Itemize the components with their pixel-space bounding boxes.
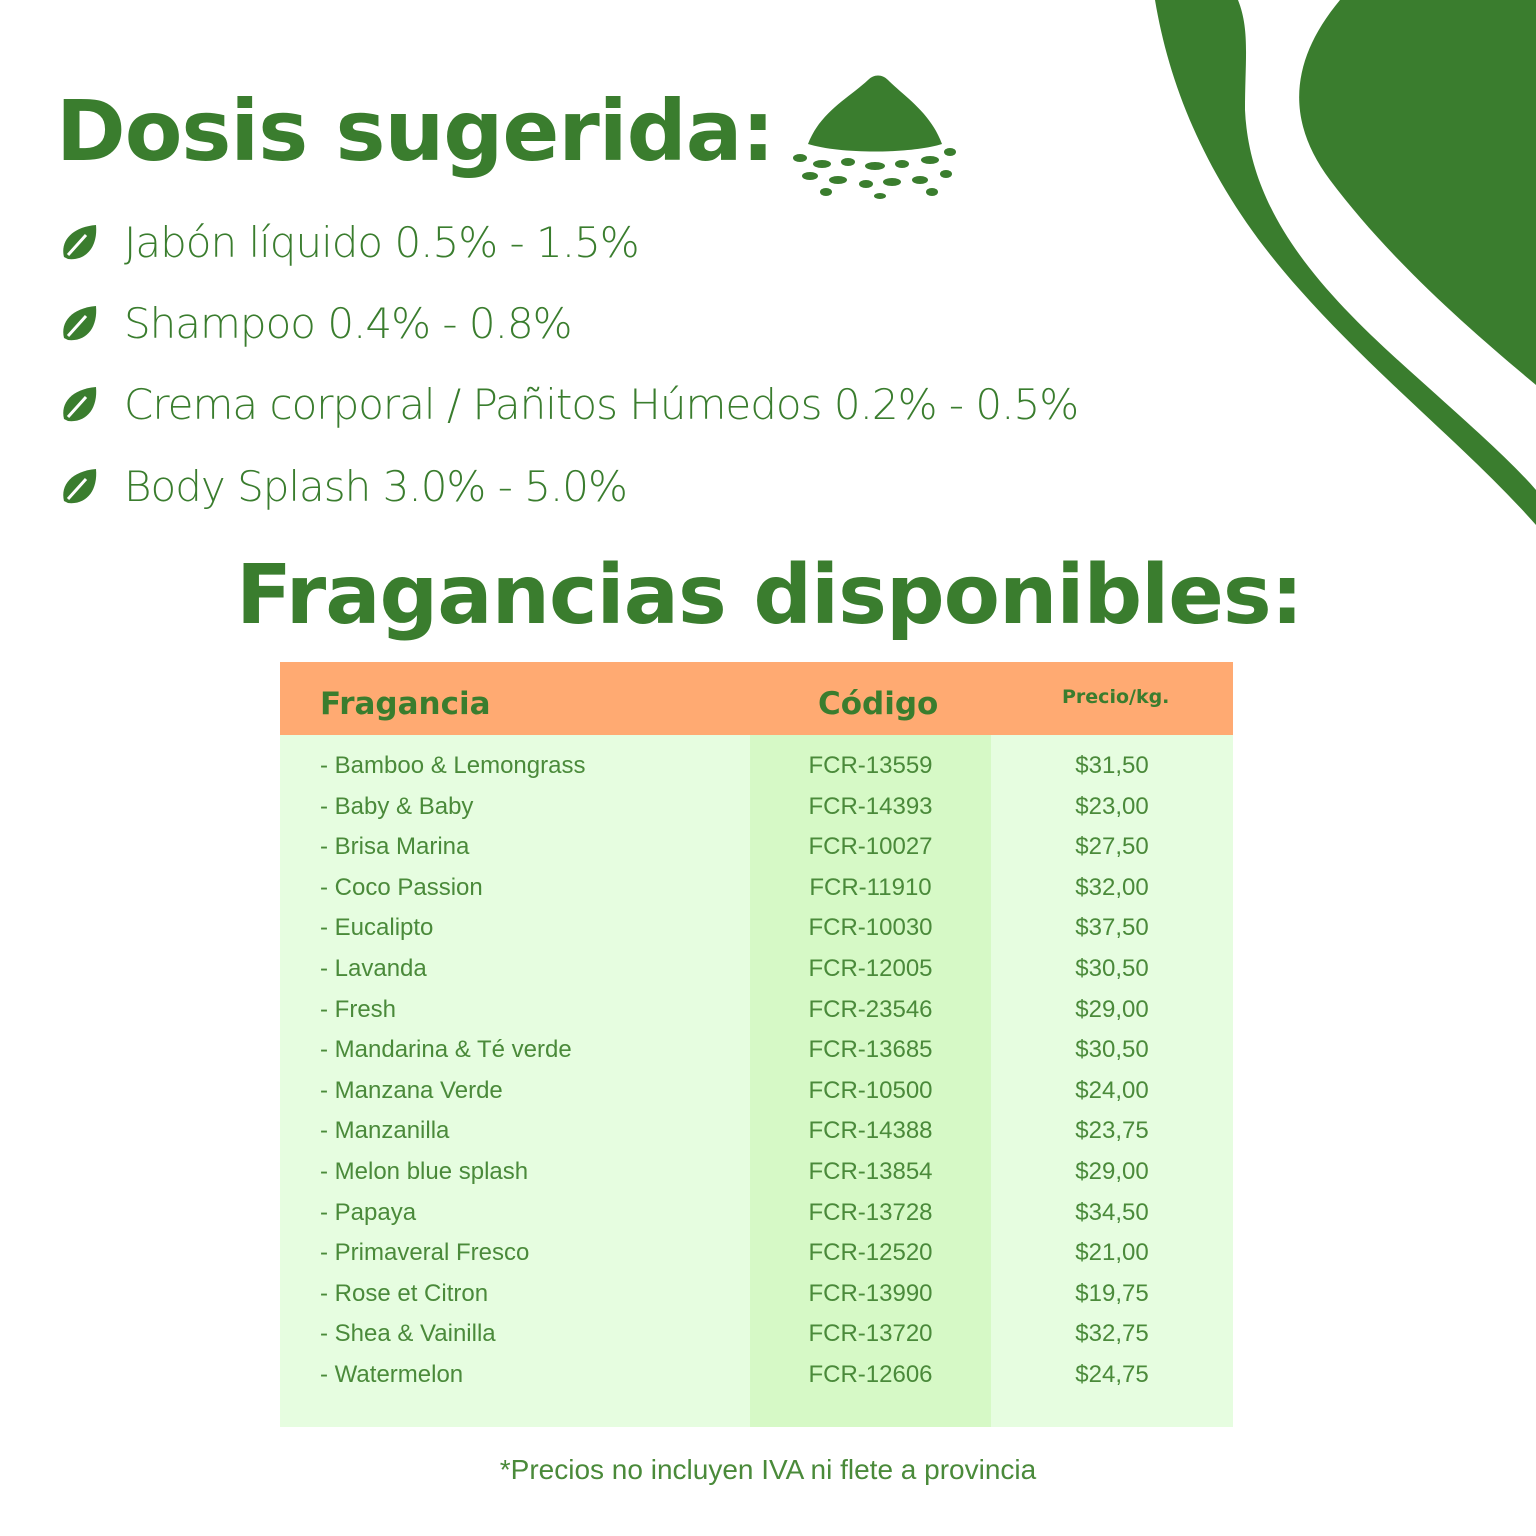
header-fragancia: Fragancia bbox=[320, 686, 491, 722]
fragrance-price: $29,00 bbox=[1075, 1157, 1149, 1185]
fragrance-price: $30,50 bbox=[1075, 954, 1149, 982]
dosage-title: Dosis sugerida: bbox=[56, 82, 775, 180]
fragrance-table: Fragancia Código Precio/kg. bbox=[280, 662, 1233, 1427]
fragrance-price: $23,00 bbox=[1075, 792, 1149, 820]
fragrance-code: FCR-13990 bbox=[808, 1279, 933, 1307]
fragrance-name: - Baby & Baby bbox=[320, 792, 474, 820]
table-row: - Lavanda FCR-12005 $30,50 bbox=[280, 951, 1233, 992]
fragrance-code: FCR-23546 bbox=[808, 995, 933, 1023]
leaf-icon bbox=[63, 386, 97, 421]
table-row: - Primaveral Fresco FCR-12520 $21,00 bbox=[280, 1235, 1233, 1276]
fragrance-name: - Primaveral Fresco bbox=[320, 1239, 530, 1267]
table-row: - Rose et Citron FCR-13990 $19,75 bbox=[280, 1276, 1233, 1317]
fragrance-name: - Lavanda bbox=[320, 954, 427, 982]
fragrance-code: FCR-12005 bbox=[808, 954, 933, 982]
fragrance-price: $21,00 bbox=[1075, 1239, 1149, 1267]
dosage-item: Jabón líquido 0.5% - 1.5% bbox=[60, 218, 640, 267]
table-row: - Manzana Verde FCR-10500 $24,00 bbox=[280, 1073, 1233, 1114]
header-precio: Precio/kg. bbox=[1062, 686, 1170, 708]
fragrances-title: Fragancias disponibles: bbox=[236, 548, 1304, 643]
fragrance-price: $23,75 bbox=[1075, 1117, 1149, 1145]
fragrance-price: $31,50 bbox=[1075, 752, 1149, 779]
fragrance-name: - Eucalipto bbox=[320, 914, 434, 942]
fragrance-name: - Mandarina & Té verde bbox=[320, 1036, 572, 1064]
leaf-icon bbox=[63, 468, 97, 503]
fragrance-code: FCR-10500 bbox=[808, 1076, 933, 1104]
table-row: - Brisa Marina FCR-10027 $27,50 bbox=[280, 829, 1233, 870]
table-row: - Melon blue splash FCR-13854 $29,00 bbox=[280, 1154, 1233, 1195]
fragrance-price: $24,00 bbox=[1075, 1076, 1149, 1104]
table-row: - Bamboo & Lemongrass FCR-13559 $31,50 bbox=[280, 748, 1233, 789]
table-header: Fragancia Código Precio/kg. bbox=[280, 662, 1233, 735]
fragrance-name: - Manzana Verde bbox=[320, 1076, 503, 1104]
fragrance-code: FCR-13854 bbox=[808, 1157, 933, 1185]
fragrance-code: FCR-13685 bbox=[808, 1036, 933, 1064]
fragrance-price: $24,75 bbox=[1075, 1360, 1149, 1388]
fragrance-price: $34,50 bbox=[1075, 1198, 1149, 1226]
table-row: - Coco Passion FCR-11910 $32,00 bbox=[280, 870, 1233, 911]
dosage-item-label: Body Splash 3.0% - 5.0% bbox=[124, 462, 628, 511]
fragrance-name: - Coco Passion bbox=[320, 873, 483, 901]
fragrance-code: FCR-14388 bbox=[808, 1117, 933, 1145]
table-row: - Mandarina & Té verde FCR-13685 $30,50 bbox=[280, 1032, 1233, 1073]
leaf-icon bbox=[63, 224, 97, 259]
fragrance-code: FCR-10027 bbox=[808, 833, 933, 861]
fragrance-code: FCR-11910 bbox=[809, 873, 932, 901]
fragrance-name: - Melon blue splash bbox=[320, 1157, 529, 1185]
fragrance-code: FCR-13559 bbox=[808, 752, 933, 779]
dosage-item: Shampoo 0.4% - 0.8% bbox=[60, 299, 573, 348]
fragrance-name: - Watermelon bbox=[320, 1360, 464, 1388]
fragrance-name: - Papaya bbox=[320, 1198, 417, 1226]
table-body: - Bamboo & Lemongrass FCR-13559 $31,50- Ba… bbox=[280, 748, 1233, 1398]
fragrance-name: - Brisa Marina bbox=[320, 833, 470, 861]
code-column-highlight bbox=[750, 735, 991, 1427]
price-note: *Precios no incluyen IVA ni flete a prov… bbox=[499, 1454, 1037, 1485]
fragrance-name: - Fresh bbox=[320, 995, 397, 1023]
fragrance-code: FCR-13720 bbox=[808, 1320, 933, 1348]
fragrance-price: $29,00 bbox=[1075, 995, 1149, 1023]
fragrance-name: - Rose et Citron bbox=[320, 1279, 489, 1307]
table-row: - Watermelon FCR-12606 $24,75 bbox=[280, 1357, 1233, 1398]
table-row: - Eucalipto FCR-10030 $37,50 bbox=[280, 910, 1233, 951]
table-row: - Shea & Vainilla FCR-13720 $32,75 bbox=[280, 1316, 1233, 1357]
dosage-item-label: Jabón líquido 0.5% - 1.5% bbox=[124, 218, 640, 267]
fragrance-price: $27,50 bbox=[1075, 833, 1149, 861]
fragrance-code: FCR-12606 bbox=[808, 1360, 933, 1388]
fragrance-code: FCR-13728 bbox=[808, 1198, 933, 1226]
fragrance-code: FCR-12520 bbox=[808, 1239, 933, 1267]
dosage-item: Body Splash 3.0% - 5.0% bbox=[60, 462, 628, 511]
leaf-icon bbox=[63, 305, 97, 340]
fragrance-name: - Shea & Vainilla bbox=[320, 1320, 496, 1348]
powder-pile-icon bbox=[793, 75, 956, 199]
dosage-item-label: Shampoo 0.4% - 0.8% bbox=[124, 299, 573, 348]
fragrance-price: $30,50 bbox=[1075, 1036, 1149, 1064]
fragrance-price: $19,75 bbox=[1075, 1279, 1149, 1307]
table-row: - Manzanilla FCR-14388 $23,75 bbox=[280, 1113, 1233, 1154]
header-codigo: Código bbox=[818, 686, 939, 722]
fragrance-price: $32,00 bbox=[1075, 873, 1149, 901]
fragrance-code: FCR-14393 bbox=[808, 792, 933, 820]
fragrance-price: $37,50 bbox=[1075, 914, 1149, 942]
table-row: - Papaya FCR-13728 $34,50 bbox=[280, 1195, 1233, 1236]
table-row: - Fresh FCR-23546 $29,00 bbox=[280, 992, 1233, 1033]
dosage-item: Crema corporal / Pañitos Húmedos 0.2% - … bbox=[60, 380, 1079, 429]
dosage-item-label: Crema corporal / Pañitos Húmedos 0.2% - … bbox=[124, 380, 1079, 429]
fragrance-price: $32,75 bbox=[1075, 1320, 1149, 1348]
fragrance-name: - Bamboo & Lemongrass bbox=[320, 752, 586, 779]
fragrance-code: FCR-10030 bbox=[808, 914, 933, 942]
fragrance-name: - Manzanilla bbox=[320, 1117, 450, 1145]
table-row: - Baby & Baby FCR-14393 $23,00 bbox=[280, 789, 1233, 830]
